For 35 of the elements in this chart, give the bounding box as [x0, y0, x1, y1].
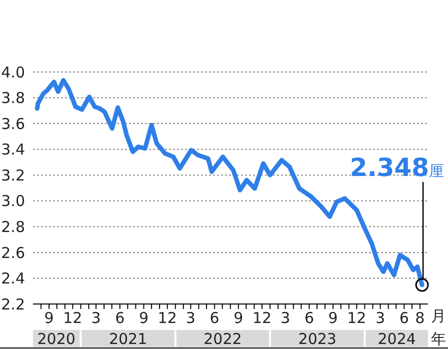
- text: 2020: [37, 330, 76, 348]
- y-tick-label: 2.2: [1, 295, 25, 314]
- y-tick-label: 3.6: [1, 114, 25, 133]
- x-tick-label: 12: [63, 309, 82, 327]
- text: 2023: [298, 330, 336, 348]
- y-tick-label: 2.8: [1, 218, 25, 236]
- y-tick-label: 3.2: [1, 166, 25, 184]
- annotation: 2.348厘: [350, 153, 444, 182]
- x-tick-label: 3: [91, 309, 101, 327]
- x-tick-label: 3: [376, 309, 386, 327]
- x-tick-label: 6: [399, 309, 409, 327]
- x-tick-label: 8: [415, 309, 425, 327]
- text: 年: [431, 330, 446, 348]
- y-tick-label: 3.8: [1, 89, 25, 108]
- y-tick-label: 2.4: [1, 270, 25, 288]
- y-tick-label: 3.0: [1, 192, 25, 210]
- y-tick-label: 4.0: [1, 63, 25, 82]
- x-tick-label: 12: [347, 309, 366, 327]
- text: 2024: [378, 330, 416, 348]
- x-tick-label: 9: [138, 309, 149, 327]
- x-tick-label: 6: [304, 309, 314, 327]
- text: 2021: [108, 330, 148, 348]
- y-tick-label: 2.6: [1, 244, 25, 262]
- x-tick-label: 12: [158, 309, 177, 327]
- x-tick-label: 9: [44, 309, 54, 327]
- x-tick-label: 9: [328, 309, 338, 327]
- x-tick-label: 6: [115, 309, 125, 327]
- y-tick-label: 3.4: [1, 140, 25, 159]
- x-tick-label: 6: [210, 309, 220, 327]
- x-axis-title: 月: [431, 307, 446, 325]
- x-tick-label: 3: [280, 309, 290, 327]
- text: 2022: [204, 330, 242, 348]
- x-tick-label: 3: [186, 309, 196, 327]
- x-tick-label: 12: [252, 309, 272, 327]
- x-tick-label: 9: [234, 309, 244, 327]
